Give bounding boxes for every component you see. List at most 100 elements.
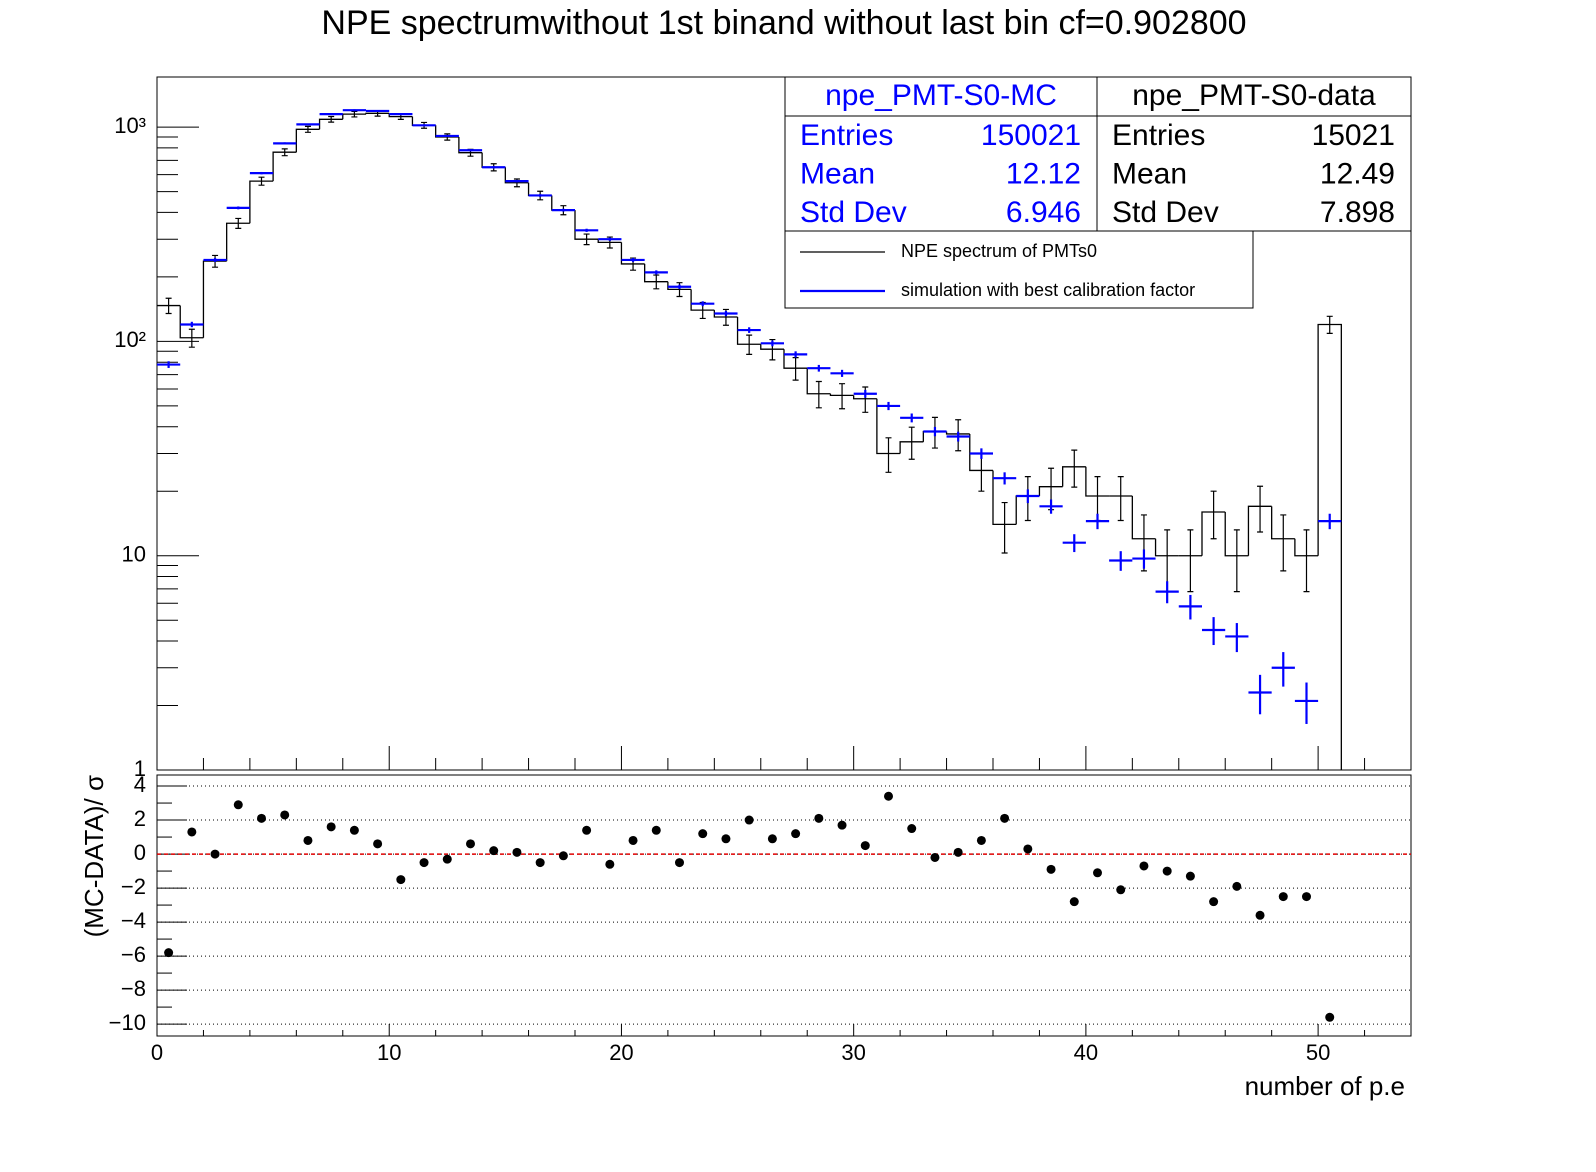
stats-label: Mean	[800, 157, 875, 190]
residual-point	[233, 800, 243, 810]
data-error-bar	[258, 176, 265, 186]
residual-point	[419, 858, 429, 868]
data-error-bar	[1187, 529, 1194, 593]
y-tick-label: −2	[121, 874, 146, 899]
residual-point	[675, 858, 684, 868]
data-error-bar	[1257, 485, 1264, 533]
data-bin	[458, 136, 483, 154]
residual-point	[1278, 892, 1288, 902]
residual-point	[1023, 844, 1033, 854]
data-bin	[1271, 506, 1295, 540]
data-bin	[1294, 538, 1319, 557]
data-error-bar	[188, 328, 195, 348]
data-bin	[783, 349, 808, 369]
y-tick-label: −4	[121, 908, 146, 933]
y-tick-label: 10²	[114, 327, 146, 352]
data-error-bar	[1210, 490, 1217, 540]
residual-point	[1093, 868, 1102, 878]
residual-point	[1046, 864, 1056, 874]
data-error-bar	[653, 274, 660, 290]
data-error-bar	[1233, 529, 1240, 593]
data-bin	[504, 167, 529, 184]
data-error-bar	[1001, 501, 1008, 554]
y-tick-label: −6	[121, 942, 146, 967]
residual-point	[582, 825, 592, 835]
data-bin	[1224, 511, 1249, 557]
stats-label: Std Dev	[800, 196, 907, 229]
stats-value: 150021	[981, 119, 1081, 152]
stats-label: Std Dev	[1112, 196, 1219, 229]
residual-point	[466, 839, 475, 849]
y-tick-label: 10³	[114, 113, 146, 138]
stats-label: Entries	[1112, 119, 1205, 152]
residual-point	[628, 835, 638, 845]
residual-point	[280, 810, 290, 820]
x-tick-label: 20	[609, 1040, 633, 1065]
data-bin	[272, 151, 297, 182]
data-bin	[365, 112, 390, 115]
residual-point	[1139, 861, 1149, 871]
data-error-bar	[235, 217, 242, 229]
residual-point	[791, 829, 801, 839]
residual-point	[512, 847, 522, 857]
residual-point	[953, 847, 963, 857]
data-error-bar	[839, 383, 846, 410]
y-tick-label: 0	[134, 840, 146, 865]
residual-point	[605, 859, 615, 869]
data-bin	[179, 305, 204, 339]
residual-point	[1116, 885, 1126, 895]
x-tick-label: 30	[841, 1040, 865, 1065]
stats-box	[1096, 76, 1412, 232]
residual-point	[814, 813, 824, 823]
data-bin	[1038, 486, 1063, 496]
data-bin	[597, 239, 622, 243]
stats-title: npe_PMT-S0-MC	[825, 79, 1057, 112]
residual-point	[767, 834, 777, 844]
data-error-bar	[908, 426, 915, 460]
residual-point	[1069, 897, 1079, 907]
data-bin	[342, 113, 366, 120]
residual-point	[1162, 866, 1172, 876]
stats-title: npe_PMT-S0-data	[1132, 79, 1376, 112]
data-bin	[574, 210, 599, 240]
x-tick-label: 0	[151, 1040, 163, 1065]
stats-box	[784, 76, 1098, 232]
y-tick-label: −10	[109, 1010, 146, 1035]
data-error-bar	[815, 380, 822, 409]
residual-point	[976, 835, 986, 845]
residual-point	[164, 948, 174, 958]
residual-point	[721, 834, 731, 844]
data-bin	[620, 242, 645, 265]
data-error-bar	[351, 110, 358, 118]
data-error-bar	[792, 357, 799, 381]
residual-point	[744, 815, 754, 825]
data-error-bar	[583, 233, 590, 246]
data-bin	[202, 260, 227, 338]
stats-value: 12.12	[1006, 157, 1081, 190]
data-error-bar	[1280, 514, 1287, 572]
data-bin	[1062, 466, 1086, 487]
residual-point	[1302, 892, 1311, 902]
data-bin	[760, 344, 784, 350]
data-error-bar	[1303, 529, 1310, 593]
x-tick-label: 10	[377, 1040, 401, 1065]
y-tick-label: 4	[134, 772, 146, 797]
data-bin	[249, 180, 274, 224]
data-bin	[388, 113, 413, 118]
data-bin	[806, 368, 831, 395]
data-bin	[690, 289, 715, 311]
residual-point	[489, 846, 499, 856]
stats-value: 7.898	[1320, 196, 1395, 229]
data-bin	[876, 398, 901, 455]
residual-point	[860, 841, 870, 851]
data-bin	[1154, 538, 1179, 557]
y-tick-label: 2	[134, 806, 146, 831]
data-bin	[969, 433, 993, 472]
data-bin	[226, 222, 250, 262]
legend-label: NPE spectrum of PMTs0	[901, 241, 1097, 261]
residual-point	[1255, 910, 1265, 920]
residual-point	[210, 849, 220, 859]
data-bin	[713, 310, 738, 318]
residual-point	[651, 825, 661, 835]
residual-point	[907, 824, 917, 834]
